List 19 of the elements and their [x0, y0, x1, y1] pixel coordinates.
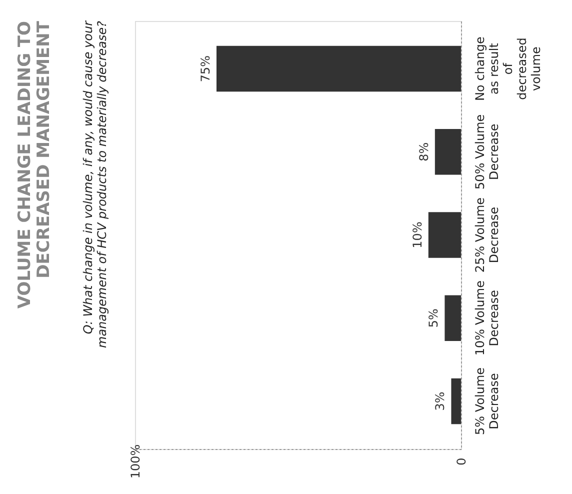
- y-tick-label: 10% Volume Decrease: [473, 280, 501, 356]
- y-tick-label: 50% Volume Decrease: [473, 114, 501, 190]
- bar: [444, 295, 461, 341]
- y-tick-label: 25% Volume Decrease: [473, 197, 501, 273]
- bar: [216, 46, 461, 92]
- data-label: 75%: [198, 55, 212, 82]
- x-tick-label: 0: [454, 458, 468, 466]
- text: Q: What change in volume, if any, would cause your management of HCV products to materially decrease?: [81, 20, 109, 348]
- text: VOLUME CHANGE LEADING TO DECREASED MANAGEMENT: [15, 20, 54, 309]
- bar: [434, 129, 461, 175]
- y-tick-label: 5% Volume Decrease: [473, 367, 501, 435]
- x-tick-label: 100%: [128, 444, 142, 479]
- y-tick-label: No change as result of decreased volume: [473, 36, 543, 101]
- data-label: 10%: [410, 222, 424, 248]
- data-label: 5%: [426, 308, 441, 328]
- bar: [428, 212, 461, 258]
- data-label: 8%: [416, 142, 431, 162]
- data-label: 3%: [433, 392, 448, 411]
- bar: [451, 378, 461, 424]
